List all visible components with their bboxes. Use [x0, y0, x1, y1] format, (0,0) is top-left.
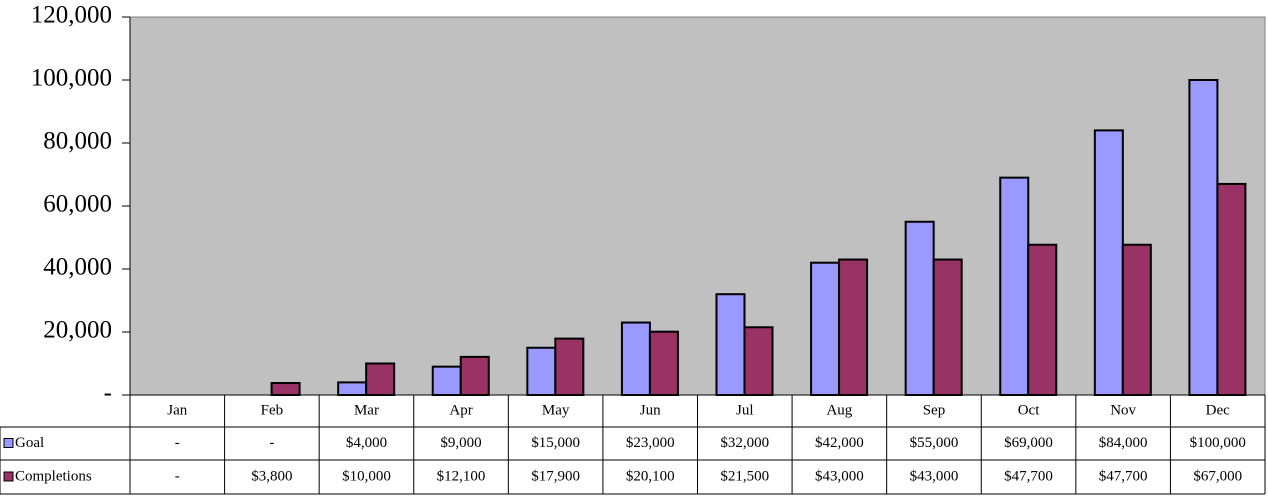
bar — [1093, 129, 1124, 396]
legend-label: Completions — [15, 468, 92, 484]
bar — [431, 365, 462, 396]
table-value: $84,000 — [1099, 435, 1148, 451]
x-tick-label: Oct — [1018, 402, 1040, 418]
table-value: $42,000 — [815, 435, 864, 451]
x-tick-label: Feb — [261, 402, 284, 418]
x-tick-label: Jun — [640, 402, 661, 418]
x-tick-label: Mar — [354, 402, 379, 418]
bar — [337, 381, 368, 396]
table-value: $100,000 — [1190, 435, 1246, 451]
bar — [932, 258, 963, 396]
table-value: $3,800 — [251, 468, 292, 484]
table-value: $23,000 — [626, 435, 675, 451]
table-value: $15,000 — [531, 435, 580, 451]
bar — [1188, 79, 1219, 396]
x-tick-label: Sep — [923, 402, 946, 418]
x-tick-label: Dec — [1206, 402, 1230, 418]
y-tick-label: 20,000 — [43, 317, 112, 344]
table-value: $12,100 — [437, 468, 486, 484]
x-tick-label: Jan — [167, 402, 187, 418]
table-value: $69,000 — [1004, 435, 1053, 451]
table-value: - — [175, 468, 180, 484]
table-value: $20,100 — [626, 468, 675, 484]
bar — [1027, 243, 1058, 396]
y-tick-label: 40,000 — [43, 254, 112, 281]
bar — [999, 176, 1030, 396]
bar — [1121, 243, 1152, 396]
bar — [904, 220, 935, 396]
bar — [838, 258, 869, 396]
table-value: $43,000 — [815, 468, 864, 484]
y-tick-label: 80,000 — [43, 128, 112, 155]
bar — [743, 326, 774, 396]
table-value: $43,000 — [910, 468, 959, 484]
table-value: $47,700 — [1004, 468, 1053, 484]
table-value: $21,500 — [720, 468, 769, 484]
bar — [620, 321, 651, 396]
x-tick-label: Nov — [1110, 402, 1136, 418]
bar — [1216, 182, 1247, 396]
table-value: $9,000 — [440, 435, 481, 451]
x-tick-label: Apr — [449, 402, 472, 418]
bar — [715, 293, 746, 397]
x-tick-label: May — [542, 402, 570, 418]
bar — [648, 330, 679, 396]
bar — [459, 355, 490, 397]
table-value: - — [175, 435, 180, 451]
bar — [270, 382, 301, 396]
x-tick-label: Aug — [826, 402, 852, 418]
bar — [810, 261, 841, 397]
table-value: $10,000 — [342, 468, 391, 484]
y-tick-label: 60,000 — [43, 191, 112, 218]
table-value: $47,700 — [1099, 468, 1148, 484]
bar — [526, 346, 557, 396]
table-value: $17,900 — [531, 468, 580, 484]
table-value: $55,000 — [910, 435, 959, 451]
table-value: $67,000 — [1193, 468, 1242, 484]
y-tick-label: 120,000 — [31, 2, 112, 29]
legend-key — [3, 471, 14, 482]
y-tick-label: 100,000 — [31, 65, 112, 92]
plot-area — [129, 16, 1266, 396]
bar — [554, 337, 585, 396]
bar — [365, 362, 396, 396]
x-tick-label: Jul — [736, 402, 754, 418]
table-value: $32,000 — [720, 435, 769, 451]
legend-key — [3, 438, 14, 448]
table-value: $4,000 — [346, 435, 387, 451]
y-tick-label: - — [104, 380, 112, 407]
table-value: - — [269, 435, 274, 451]
legend-label: Goal — [15, 435, 44, 451]
